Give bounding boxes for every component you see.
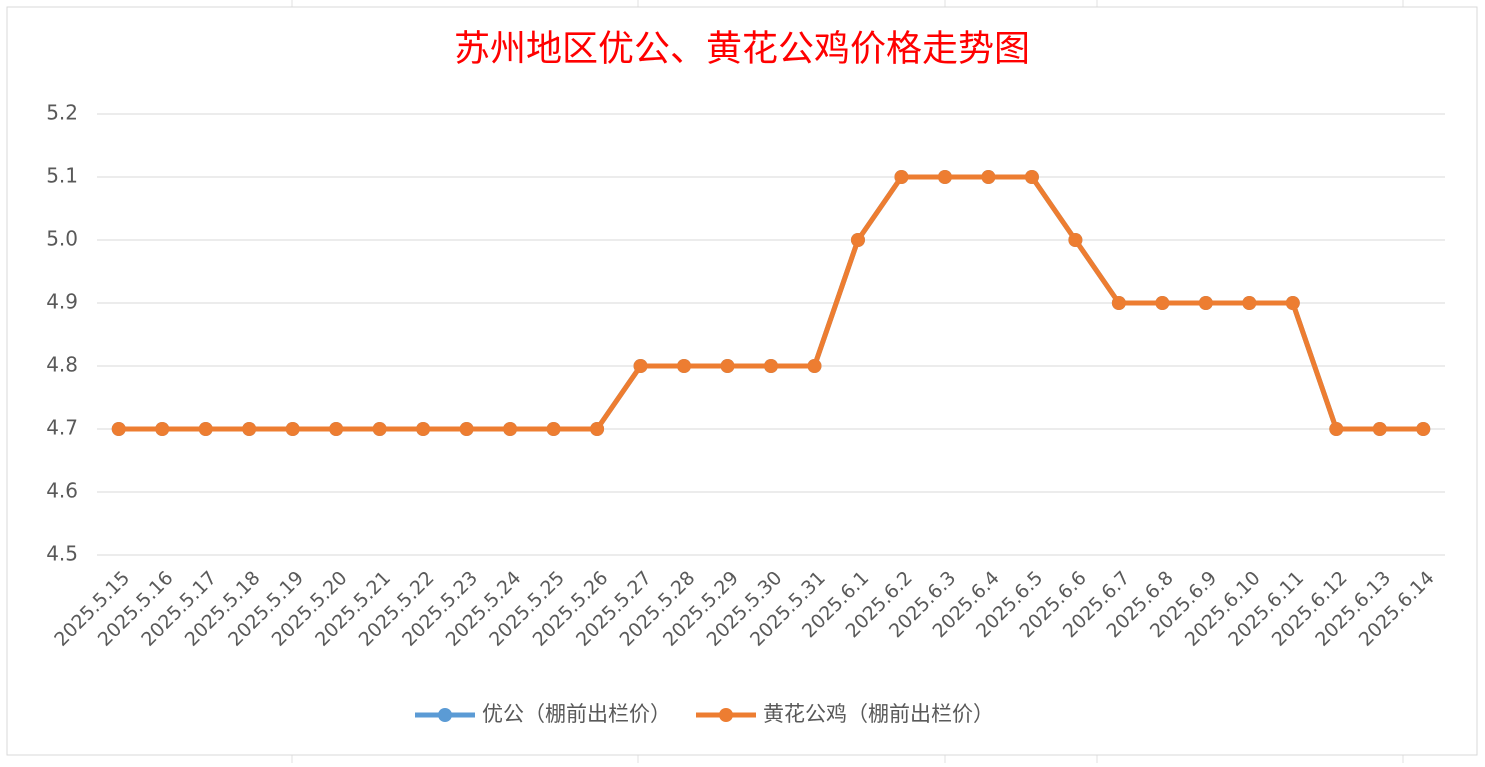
y-tick-label: 5.1 (46, 164, 78, 188)
point (546, 422, 561, 436)
y-tick-label: 4.5 (46, 542, 78, 566)
legend-label: 优公（棚前出栏价） (482, 702, 671, 726)
point (1111, 296, 1126, 310)
y-tick-label: 4.9 (46, 290, 78, 314)
point (590, 422, 605, 436)
legend-marker (719, 708, 733, 722)
point (981, 170, 996, 184)
point (503, 422, 518, 436)
point (1198, 296, 1213, 310)
chart-area (6, 6, 1478, 756)
point (155, 422, 170, 436)
point (372, 422, 387, 436)
point (1155, 296, 1170, 310)
point (1372, 422, 1387, 436)
point (1068, 233, 1083, 247)
y-tick-label: 4.8 (46, 353, 78, 377)
point (1024, 170, 1039, 184)
point (329, 422, 344, 436)
point (677, 359, 692, 373)
point (416, 422, 431, 436)
point (198, 422, 213, 436)
chart-title: 苏州地区优公、黄花公鸡价格走势图 (454, 28, 1030, 68)
point (937, 170, 952, 184)
point (1416, 422, 1431, 436)
point (633, 359, 648, 373)
point (764, 359, 778, 373)
point (285, 422, 300, 436)
y-tick-label: 4.7 (46, 416, 78, 440)
y-tick-label: 5.0 (46, 227, 78, 251)
point (242, 422, 257, 436)
point (459, 422, 474, 436)
legend-label: 黄花公鸡（棚前出栏价） (763, 702, 994, 726)
point (894, 170, 909, 184)
point (111, 422, 126, 436)
y-tick-label: 4.6 (46, 479, 78, 503)
point (1329, 422, 1344, 436)
point (1285, 296, 1300, 310)
legend-marker (438, 708, 452, 722)
y-tick-label: 5.2 (46, 101, 78, 125)
point (850, 233, 865, 247)
point (807, 359, 822, 373)
point (720, 359, 735, 373)
point (1242, 296, 1257, 310)
